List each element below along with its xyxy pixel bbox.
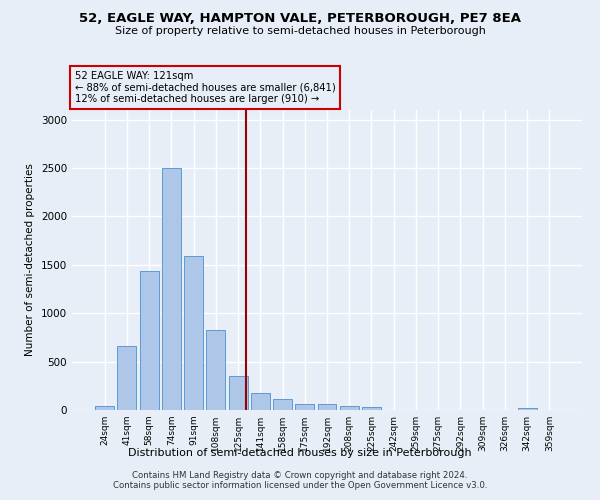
Text: Contains HM Land Registry data © Crown copyright and database right 2024.
Contai: Contains HM Land Registry data © Crown c… — [113, 470, 487, 490]
Bar — [295, 404, 314, 410]
Bar — [518, 408, 536, 410]
Bar — [340, 406, 359, 410]
Bar — [251, 393, 270, 410]
Bar — [140, 270, 158, 410]
Text: 52, EAGLE WAY, HAMPTON VALE, PETERBOROUGH, PE7 8EA: 52, EAGLE WAY, HAMPTON VALE, PETERBOROUG… — [79, 12, 521, 26]
Y-axis label: Number of semi-detached properties: Number of semi-detached properties — [25, 164, 35, 356]
Bar — [273, 399, 292, 410]
Bar — [162, 168, 181, 410]
Bar — [206, 330, 225, 410]
Text: Distribution of semi-detached houses by size in Peterborough: Distribution of semi-detached houses by … — [128, 448, 472, 458]
Bar — [184, 256, 203, 410]
Bar — [229, 376, 248, 410]
Bar — [95, 406, 114, 410]
Bar — [362, 407, 381, 410]
Text: 52 EAGLE WAY: 121sqm
← 88% of semi-detached houses are smaller (6,841)
12% of se: 52 EAGLE WAY: 121sqm ← 88% of semi-detac… — [74, 71, 335, 104]
Text: Size of property relative to semi-detached houses in Peterborough: Size of property relative to semi-detach… — [115, 26, 485, 36]
Bar — [118, 346, 136, 410]
Bar — [317, 404, 337, 410]
